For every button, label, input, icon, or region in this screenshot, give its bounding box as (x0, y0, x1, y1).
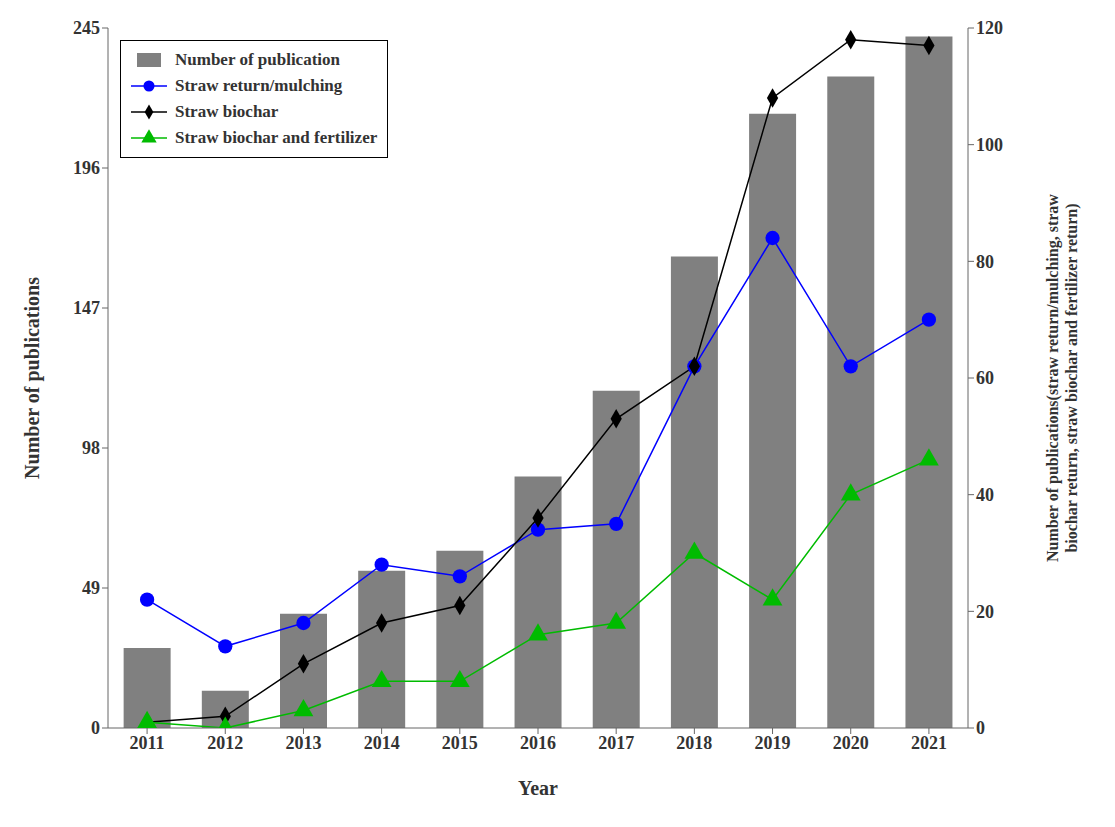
svg-text:2016: 2016 (520, 733, 556, 753)
svg-text:120: 120 (976, 18, 1003, 38)
svg-text:Number of publications: Number of publications (21, 277, 44, 479)
svg-text:2011: 2011 (130, 733, 165, 753)
svg-text:2017: 2017 (598, 733, 634, 753)
svg-text:80: 80 (976, 252, 994, 272)
svg-text:196: 196 (73, 158, 100, 178)
svg-text:49: 49 (82, 578, 100, 598)
html-text:Number of publication: Number of publication (175, 50, 340, 69)
html-text:Straw return/mulching: Straw return/mulching (175, 76, 343, 95)
svg-text:2012: 2012 (207, 733, 243, 753)
svg-text:Number of publications(straw r: Number of publications(straw return/mulc… (1044, 194, 1081, 562)
svg-text:0: 0 (91, 718, 100, 738)
svg-text:0: 0 (976, 718, 985, 738)
svg-text:98: 98 (82, 438, 100, 458)
svg-text:2015: 2015 (442, 733, 478, 753)
svg-text:2014: 2014 (364, 733, 400, 753)
svg-text:2020: 2020 (833, 733, 869, 753)
html-text:Straw biochar and fertilizer: Straw biochar and fertilizer (175, 128, 378, 147)
svg-text:100: 100 (976, 135, 1003, 155)
svg-text:60: 60 (976, 368, 994, 388)
svg-text:40: 40 (976, 485, 994, 505)
svg-text:147: 147 (73, 298, 100, 318)
svg-text:2013: 2013 (285, 733, 321, 753)
svg-text:20: 20 (976, 602, 994, 622)
html-text:Straw biochar: Straw biochar (175, 102, 279, 121)
svg-text:2018: 2018 (676, 733, 712, 753)
svg-text:2019: 2019 (755, 733, 791, 753)
svg-text:245: 245 (73, 18, 100, 38)
svg-text:2021: 2021 (911, 733, 947, 753)
svg-text:Year: Year (518, 777, 558, 799)
